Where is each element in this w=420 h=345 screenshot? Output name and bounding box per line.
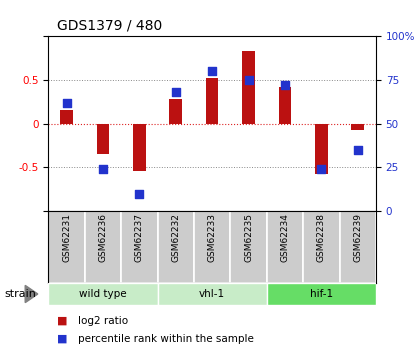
Point xyxy=(354,147,361,152)
Bar xyxy=(133,124,146,171)
Bar xyxy=(267,211,303,283)
Text: wild type: wild type xyxy=(79,289,127,299)
Bar xyxy=(315,124,328,174)
Text: ■: ■ xyxy=(57,316,67,326)
Text: GSM62231: GSM62231 xyxy=(62,213,71,262)
Bar xyxy=(48,283,158,305)
Bar xyxy=(278,87,291,124)
Text: GSM62235: GSM62235 xyxy=(244,213,253,262)
Text: GSM62237: GSM62237 xyxy=(135,213,144,262)
Point xyxy=(281,82,288,88)
Bar xyxy=(194,211,230,283)
Text: GSM62234: GSM62234 xyxy=(281,213,289,262)
Bar xyxy=(121,211,158,283)
Bar xyxy=(303,211,339,283)
Point xyxy=(318,166,325,172)
Bar xyxy=(230,211,267,283)
Bar xyxy=(339,211,376,283)
Bar xyxy=(242,51,255,124)
Bar xyxy=(158,211,194,283)
Text: GSM62233: GSM62233 xyxy=(207,213,217,262)
Point xyxy=(63,100,70,105)
Text: log2 ratio: log2 ratio xyxy=(78,316,128,326)
Bar xyxy=(158,283,267,305)
Bar xyxy=(351,124,364,130)
Bar xyxy=(60,110,73,124)
Point xyxy=(209,68,215,74)
Text: hif-1: hif-1 xyxy=(310,289,333,299)
Point xyxy=(245,77,252,82)
Bar xyxy=(169,99,182,124)
Bar xyxy=(48,211,85,283)
Text: strain: strain xyxy=(4,289,36,299)
Text: GDS1379 / 480: GDS1379 / 480 xyxy=(57,19,162,32)
Point xyxy=(136,191,143,196)
Bar xyxy=(97,124,109,154)
Text: percentile rank within the sample: percentile rank within the sample xyxy=(78,334,254,344)
Text: vhl-1: vhl-1 xyxy=(199,289,225,299)
Bar xyxy=(85,211,121,283)
Text: GSM62232: GSM62232 xyxy=(171,213,180,262)
Text: ■: ■ xyxy=(57,334,67,344)
Text: GSM62239: GSM62239 xyxy=(353,213,362,262)
Text: GSM62236: GSM62236 xyxy=(98,213,108,262)
Point xyxy=(100,166,106,172)
Text: GSM62238: GSM62238 xyxy=(317,213,326,262)
Bar xyxy=(206,78,218,124)
Bar xyxy=(267,283,376,305)
Point xyxy=(172,89,179,95)
